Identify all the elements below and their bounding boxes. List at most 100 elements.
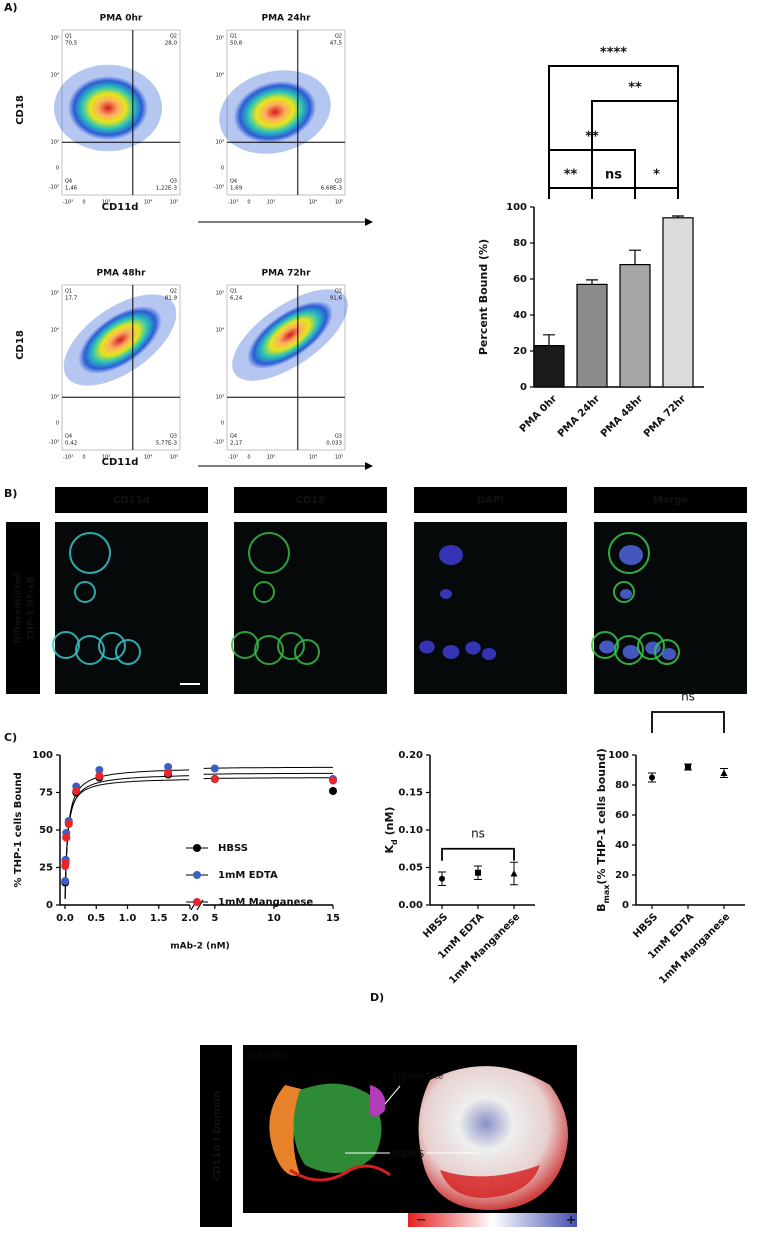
label: 0,42 [65,441,77,447]
label: 60 [615,810,629,821]
nucleus [442,645,460,659]
label: 10⁵ [51,36,59,42]
label: 10⁵ [170,455,178,461]
label: 0 [56,421,59,427]
nucleus [481,648,497,660]
nucleus [622,645,640,659]
label: 0 [56,166,59,172]
label: Q4 [230,179,237,185]
cell [69,532,111,574]
label: **** [600,46,627,61]
bar [533,345,565,388]
point [164,769,173,777]
label: 10³ [267,455,275,461]
fit-curve [64,772,333,899]
label-part: d [390,839,399,845]
bar [619,264,651,388]
header-box [55,487,208,513]
header-box [594,487,747,513]
label: Q4 [65,434,72,440]
label: Q3 [335,179,342,185]
label: % THP-1 cells Bound [13,772,24,887]
label: 40 [615,840,629,851]
label: 1,22E-3 [156,186,178,192]
label: 0 [622,900,629,911]
panel-letter: A) [4,1,18,14]
label: 10³ [102,200,110,206]
label: 10⁴ [51,73,59,79]
label: 0,033 [326,441,342,447]
label: Q1 [230,34,237,40]
label: -10³ [49,185,59,191]
label: 10 µm [184,687,197,692]
density-cloud [247,301,333,369]
label: 10⁴ [51,328,59,334]
cell [608,532,650,574]
label: PMA 0hr [518,393,559,434]
legend-marker [193,844,201,852]
density-cloud [233,81,317,143]
label: 100 [608,750,629,761]
label: PMA 48hr [599,393,645,439]
label: 80 [615,780,629,791]
label-part: K [383,844,396,853]
point [61,877,70,885]
label: -10³ [63,200,73,206]
y-axis-label: Bmax(% THP-1 cells bound) [595,748,611,912]
label: THP-1 NF-κB [27,576,37,640]
label: 10⁴ [144,200,152,206]
label: 75 [39,788,53,799]
label: CD18 [15,95,26,125]
label: 50 [39,825,53,836]
density-cloud [78,306,162,374]
label: -10³ [214,185,224,191]
label: 1mM Manganese [447,911,522,986]
cell [75,635,105,665]
label: 1,69 [230,186,243,192]
cell [654,639,680,665]
label: 1,46 [65,186,78,192]
fit-curve [64,777,333,899]
label: -10³ [63,455,73,461]
label: ns [471,826,485,840]
label: PMA 0hr [100,14,143,24]
label: 100 [506,202,527,213]
nucleus [439,545,463,565]
cell [591,631,619,659]
marker [510,870,518,877]
label: Q3 [335,434,342,440]
label: -10³ [228,200,238,206]
label: 0.10 [398,825,423,836]
label: Q4 [65,179,72,185]
label: 0.5 [87,913,105,924]
panel-letter: D) [370,991,384,1004]
nucleus [465,641,481,655]
side-box [200,1045,232,1227]
point [61,859,70,867]
label: α7-helix [250,1052,287,1062]
label: Differentiated [14,572,24,643]
density-cloud [68,76,148,140]
micrograph [234,522,387,694]
cell [52,631,80,659]
label: 10⁴ [144,455,152,461]
cell [614,635,644,665]
label: 0 [221,166,224,172]
label: -10³ [228,455,238,461]
nucleus [440,589,452,599]
label: 0 [221,421,224,427]
bar [576,283,608,388]
label: ns [605,168,622,183]
ligand [370,1085,386,1117]
label-part: (nM) [383,807,396,840]
point [62,833,71,842]
label: Q1 [230,289,237,295]
bracket [548,149,636,199]
label: 10⁴ [309,455,317,461]
label: 10³ [51,395,59,401]
label: Q3 [170,179,177,185]
cell [115,639,141,665]
label: 10⁴ [216,73,224,79]
label: 0 [520,382,527,393]
